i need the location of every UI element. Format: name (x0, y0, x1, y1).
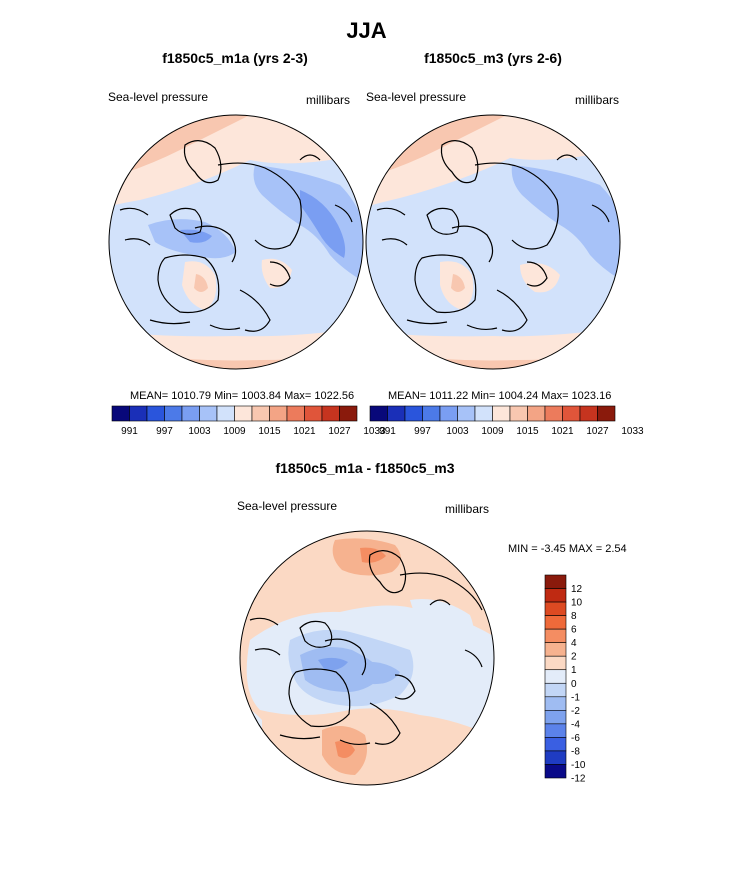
panel3-colorbar-swatch (544, 615, 567, 630)
panel2-colorbar-swatch (527, 405, 546, 422)
panel1-variable-label: Sea-level pressure (108, 90, 209, 104)
panel2-colorbar: 991 997 1003 1009 1015 1021 1027 1033 (369, 405, 644, 437)
panel3-colorbar-tick-label: -10 (571, 760, 586, 771)
panel2-colorbar-tick-label: 997 (414, 426, 431, 437)
panel1-colorbar-tick-label: 991 (121, 426, 138, 437)
panel1-colorbar-tick-label: 1003 (188, 426, 211, 437)
panel3-colorbar-swatch (544, 696, 567, 711)
panel1-colorbar-tick-label: 1021 (293, 426, 316, 437)
panel3-colorbar-tick-label: -6 (571, 733, 580, 744)
panel2-colorbar-swatch (509, 405, 528, 422)
panel1-colorbar-swatch (199, 405, 218, 422)
panel3-colorbar-swatch (544, 588, 567, 603)
panel3-colorbar-swatch (544, 723, 567, 738)
panel2-variable-label: Sea-level pressure (366, 90, 467, 104)
panel1-map (108, 114, 364, 370)
panel1-colorbar-swatch (321, 405, 340, 422)
panel2-stats: MEAN= 1011.22 Min= 1004.24 Max= 1023.16 (388, 390, 612, 402)
panel2-colorbar-swatch (562, 405, 581, 422)
panel3-colorbar-swatch (544, 710, 567, 725)
main-title: JJA (346, 18, 387, 43)
panel2-units-label: millibars (575, 93, 620, 107)
panel1-colorbar-tick-label: 1015 (258, 426, 281, 437)
panel2-title: f1850c5_m3 (yrs 2-6) (424, 50, 562, 66)
panel1-colorbar-swatch (234, 405, 253, 422)
panel1-colorbar-swatch (129, 405, 148, 422)
panel2-colorbar-tick-label: 1009 (481, 426, 504, 437)
panel1-colorbar-swatch (269, 405, 288, 422)
panel1-colorbar-tick-label: 997 (156, 426, 173, 437)
panel3-colorbar-swatch (544, 669, 567, 684)
panel3-colorbar-tick-label: 0 (571, 679, 577, 690)
panel3-colorbar-tick-label: -8 (571, 746, 580, 757)
panel1-units-label: millibars (306, 93, 351, 107)
panel1-colorbar-swatch (111, 405, 130, 422)
panel3-colorbar-tick-label: -1 (571, 692, 580, 703)
panel2-colorbar-swatch (544, 405, 563, 422)
panel3-colorbar-swatch (544, 737, 567, 752)
panel2-colorbar-tick-label: 1003 (446, 426, 469, 437)
panel2-map (365, 114, 621, 370)
panel3-units-label: millibars (445, 502, 490, 516)
panel2-colorbar-swatch (439, 405, 458, 422)
panel1-colorbar-swatch (164, 405, 183, 422)
panel2-colorbar-swatch (387, 405, 406, 422)
panel2-colorbar-swatch (474, 405, 493, 422)
panel3-colorbar-swatch (544, 628, 567, 643)
panel3-colorbar-tick-label: -12 (571, 774, 586, 785)
panel2-colorbar-tick-label: 1015 (516, 426, 539, 437)
panel2-colorbar-tick-label: 991 (379, 426, 396, 437)
panel3-title: f1850c5_m1a - f1850c5_m3 (275, 460, 455, 476)
panel2-colorbar-tick-label: 1033 (621, 426, 644, 437)
panel3-colorbar-swatch (544, 750, 567, 765)
panel1-colorbar-swatch (146, 405, 165, 422)
panel1-colorbar-swatch (181, 405, 200, 422)
panel3-colorbar-tick-label: 8 (571, 611, 577, 622)
panel2-colorbar-tick-label: 1027 (586, 426, 609, 437)
panel3-colorbar-tick-label: 4 (571, 638, 577, 649)
panel3-colorbar-swatch (544, 764, 567, 779)
panel3-colorbar-tick-label: -4 (571, 719, 580, 730)
panel1-title: f1850c5_m1a (yrs 2-3) (162, 50, 308, 66)
panel1-colorbar: 991 997 1003 1009 1015 1021 1027 1033 (111, 405, 386, 437)
panel3-map (239, 530, 495, 786)
panel3-colorbar-tick-label: 1 (571, 665, 577, 676)
panel3-colorbar-swatch (544, 642, 567, 657)
panel1-colorbar-swatch (304, 405, 323, 422)
panel1-colorbar-swatch (216, 405, 235, 422)
panel2-colorbar-swatch (597, 405, 616, 422)
panel3-colorbar-tick-label: 12 (571, 584, 583, 595)
panel3-colorbar-tick-label: 6 (571, 625, 577, 636)
panel1-colorbar-swatch (286, 405, 305, 422)
panel2-colorbar-swatch (404, 405, 423, 422)
panel2-colorbar-swatch (579, 405, 598, 422)
panel1-colorbar-tick-label: 1033 (363, 426, 386, 437)
panel3-stats: MIN = -3.45 MAX = 2.54 (508, 543, 627, 555)
panel2-colorbar-swatch (492, 405, 511, 422)
panel3-colorbar-tick-label: -2 (571, 706, 580, 717)
panel3-colorbar-tick-label: 10 (571, 598, 583, 609)
panel3-colorbar-swatch (544, 655, 567, 671)
panel1-colorbar-swatch (339, 405, 358, 422)
panel2-colorbar-swatch (369, 405, 388, 422)
panel3-colorbar-swatch (544, 682, 567, 698)
panel3-variable-label: Sea-level pressure (237, 499, 338, 513)
panel2-colorbar-swatch (457, 405, 476, 422)
panel3-colorbar-swatch (544, 601, 567, 616)
panel1-stats: MEAN= 1010.79 Min= 1003.84 Max= 1022.56 (130, 390, 355, 402)
panel2-colorbar-tick-label: 1021 (551, 426, 574, 437)
panel3-colorbar-swatch (544, 574, 567, 589)
panel1-colorbar-tick-label: 1027 (328, 426, 351, 437)
panel3-colorbar-tick-label: 2 (571, 652, 577, 663)
panel1-colorbar-tick-label: 1009 (223, 426, 246, 437)
panel1-colorbar-swatch (251, 405, 270, 422)
panel2-colorbar-swatch (422, 405, 441, 422)
